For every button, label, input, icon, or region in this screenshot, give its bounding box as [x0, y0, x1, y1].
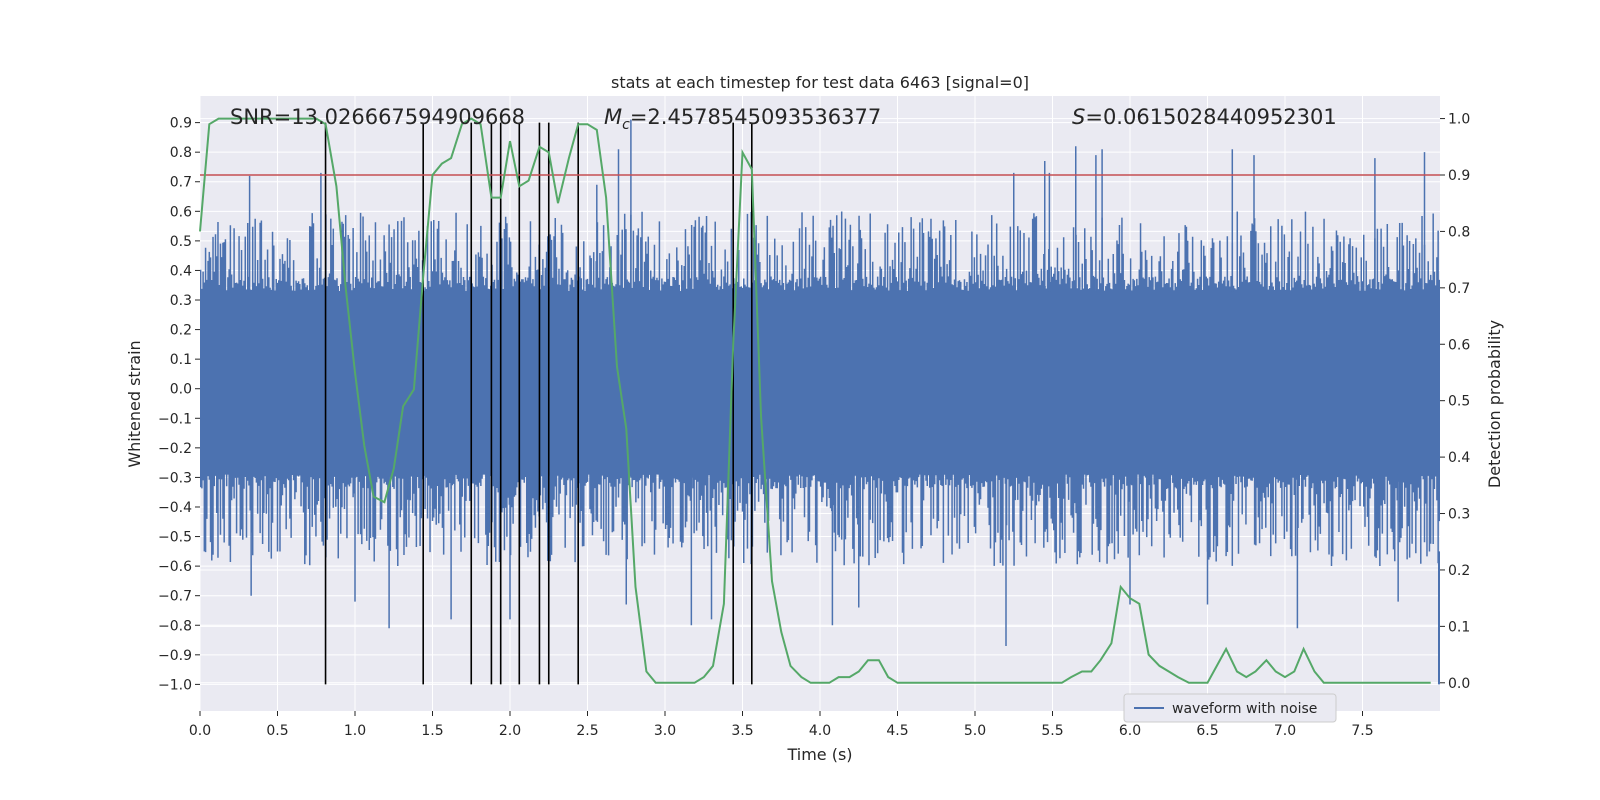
y-tick-label: −0.5 — [158, 530, 192, 546]
y2-tick-label: 0.6 — [1448, 337, 1470, 353]
x-tick-label: 3.5 — [731, 723, 753, 739]
y-tick-label: 0.7 — [170, 175, 192, 191]
y-axis-left: 0.9 0.8 0.7 0.6 0.5 0.4 0.3 0.2 0.1 0.0 −0.1 −0.2 −0… — [158, 116, 200, 693]
legend: waveform with noise — [1123, 693, 1337, 723]
y-tick-label: −1.0 — [158, 677, 192, 693]
y2-axis-label: Detection probability — [1485, 320, 1504, 488]
x-axis: 0.0 0.5 1.0 1.5 2.0 2.5 3.0 3.5 4.0 4.5 5.0 5.5 6.0 6… — [189, 711, 1374, 739]
y-tick-label: 0.1 — [170, 352, 192, 368]
x-tick-label: 6.5 — [1196, 723, 1218, 739]
chirp-mass-subscript: c — [622, 117, 630, 133]
x-tick-label: 3.0 — [654, 723, 676, 739]
y2-tick-label: 0.4 — [1448, 450, 1470, 466]
y-tick-label: −0.9 — [158, 648, 192, 664]
chart-title: stats at each timestep for test data 646… — [611, 73, 1029, 92]
trigger-markers — [324, 122, 753, 685]
x-tick-label: 0.0 — [189, 723, 211, 739]
x-tick-label: 5.0 — [964, 723, 986, 739]
s-value: =0.0615028440952301 — [1085, 105, 1336, 129]
x-tick-label: 4.0 — [809, 723, 831, 739]
y2-tick-label: 0.7 — [1448, 281, 1470, 297]
x-tick-label: 2.5 — [576, 723, 598, 739]
y-tick-label: −0.2 — [158, 441, 192, 457]
y-tick-label: −0.8 — [158, 618, 192, 634]
y-tick-label: 0.6 — [170, 204, 192, 220]
y2-tick-label: 0.2 — [1448, 563, 1470, 579]
y-tick-label: −0.7 — [158, 589, 192, 605]
probability-line — [199, 117, 1431, 684]
strain-series — [200, 119, 1440, 685]
s-symbol: S — [1072, 105, 1085, 129]
y2-tick-label: 0.9 — [1448, 168, 1470, 184]
legend-label: waveform with noise — [1172, 701, 1317, 717]
y2-tick-label: 0.8 — [1448, 224, 1470, 240]
x-tick-label: 1.5 — [421, 723, 443, 739]
y-tick-label: −0.4 — [158, 500, 192, 516]
y-tick-label: 0.0 — [170, 382, 192, 398]
y2-tick-label: 0.1 — [1448, 619, 1470, 635]
y-tick-label: −0.6 — [158, 559, 192, 575]
y-tick-label: 0.8 — [170, 145, 192, 161]
chirp-mass-value: =2.4578545093536377 — [630, 105, 881, 129]
y-axis-right: 1.0 0.9 0.8 0.7 0.6 0.5 0.4 0.3 0.2 0.1 0.0 — [1440, 112, 1470, 692]
x-tick-label: 6.0 — [1119, 723, 1141, 739]
x-tick-label: 0.5 — [266, 723, 288, 739]
y-tick-label: −0.3 — [158, 470, 192, 486]
y2-tick-label: 0.3 — [1448, 507, 1470, 523]
y-tick-label: 0.9 — [170, 116, 192, 132]
x-axis-label: Time (s) — [786, 745, 852, 764]
y2-tick-label: 1.0 — [1448, 112, 1470, 128]
probability-series — [199, 117, 1431, 684]
chirp-mass-annotation: Mc=2.4578545093536377 — [604, 105, 881, 133]
strain-core-band — [200, 291, 1440, 475]
x-tick-label: 7.5 — [1351, 723, 1373, 739]
y-tick-label: −0.1 — [158, 411, 192, 427]
y-tick-label: 0.2 — [170, 323, 192, 339]
x-tick-label: 7.0 — [1274, 723, 1296, 739]
chirp-mass-symbol: M — [604, 105, 622, 129]
snr-annotation: SNR=13.026667594909668 — [230, 105, 525, 129]
y-axis-label: Whitened strain — [125, 340, 144, 467]
legend-box — [1123, 693, 1337, 723]
x-tick-label: 2.0 — [499, 723, 521, 739]
y-tick-label: 0.3 — [170, 293, 192, 309]
y2-tick-label: 0.5 — [1448, 394, 1470, 410]
x-tick-label: 1.0 — [344, 723, 366, 739]
x-tick-label: 5.5 — [1041, 723, 1063, 739]
x-tick-label: 4.5 — [886, 723, 908, 739]
s-annotation: S=0.0615028440952301 — [1072, 105, 1337, 129]
y-tick-label: 0.5 — [170, 234, 192, 250]
y2-tick-label: 0.0 — [1448, 676, 1470, 692]
y-tick-label: 0.4 — [170, 263, 192, 279]
